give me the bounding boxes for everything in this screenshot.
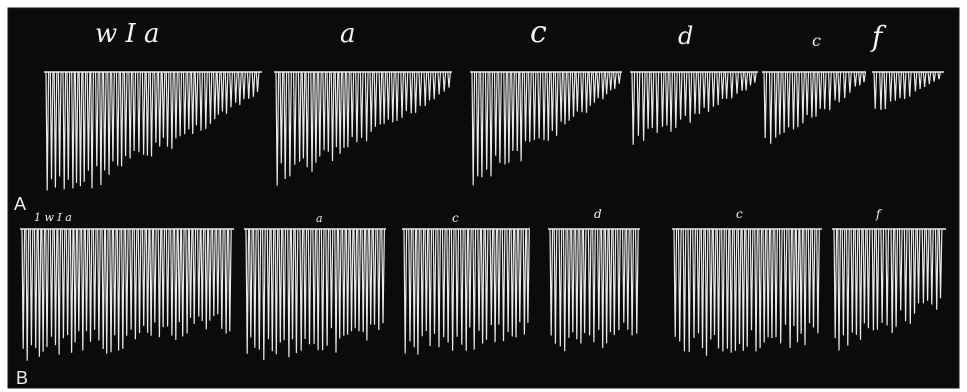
panel-a-letter: A: [14, 194, 26, 214]
panel-a-label-4: d: [678, 22, 693, 50]
panel-a-label-5: c: [812, 31, 821, 50]
panel-b-label-1: 1 w I a: [34, 211, 72, 224]
panel-b-label-2: a: [316, 212, 323, 225]
panel-a-label-1: w I a: [95, 19, 160, 49]
panel-a-label-3: c: [530, 15, 547, 50]
panel-b-label-4: d: [594, 207, 602, 221]
panel-b-letter: B: [16, 368, 28, 388]
panel-a-label-2: a: [340, 19, 356, 49]
panel-b-label-3: c: [452, 211, 459, 225]
panel-b-label-5: c: [736, 207, 743, 221]
